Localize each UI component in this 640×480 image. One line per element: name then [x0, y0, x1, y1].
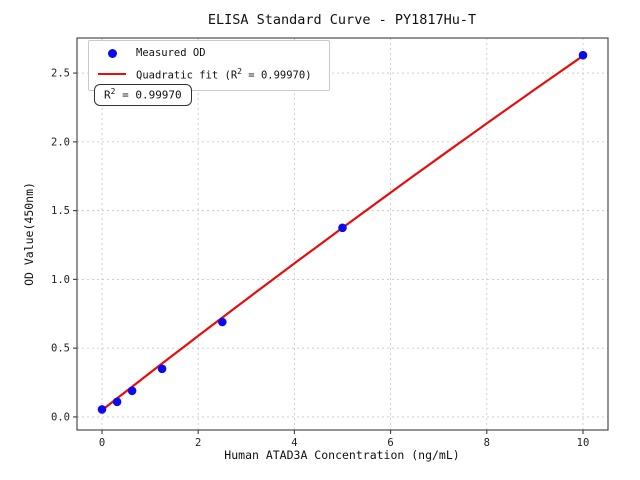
- data-point: [127, 386, 137, 396]
- x-axis-ticks: 0 2 4 6 8 10: [99, 430, 589, 449]
- data-point: [112, 397, 122, 407]
- legend-line-marker-icon: [97, 72, 127, 75]
- y-tick-label: 0.0: [51, 411, 70, 423]
- data-point: [338, 223, 347, 233]
- y-tick-label: 2.5: [51, 68, 70, 80]
- r-squared-annotation: R2 = 0.99970: [94, 84, 192, 106]
- legend-item-measured-od: Measured OD: [97, 46, 321, 61]
- data-point: [97, 405, 107, 414]
- chart-title: ELISA Standard Curve - PY1817Hu-T: [208, 12, 476, 28]
- x-tick-label: 10: [577, 437, 590, 449]
- legend-fit-label: Quadratic fit (R2 = 0.99970): [136, 67, 312, 82]
- plot-border: [76, 37, 609, 431]
- measured-data-points: [97, 50, 588, 414]
- legend-dot-marker-icon: [97, 49, 127, 58]
- x-tick-label: 8: [484, 437, 490, 449]
- x-tick-label: 4: [291, 437, 297, 449]
- x-tick-label: 6: [387, 437, 393, 449]
- x-tick-label: 2: [195, 437, 201, 449]
- quadratic-fit-line: [101, 54, 584, 411]
- legend: Measured OD Quadratic fit (R2 = 0.99970): [88, 40, 330, 91]
- x-tick-label: 0: [99, 437, 105, 449]
- legend-item-quadratic-fit: Quadratic fit (R2 = 0.99970): [97, 64, 321, 84]
- data-point: [578, 50, 588, 60]
- data-point: [157, 364, 167, 374]
- legend-measured-label: Measured OD: [136, 47, 206, 59]
- y-axis-ticks: 0.0 0.5 1.0 1.5 2.0 2.5: [51, 68, 77, 423]
- y-tick-label: 1.0: [51, 274, 70, 286]
- y-tick-label: 0.5: [51, 343, 70, 355]
- data-point: [218, 317, 227, 327]
- x-axis-label: Human ATAD3A Concentration (ng/mL): [224, 448, 459, 462]
- y-tick-label: 2.0: [51, 136, 70, 148]
- y-axis-label: OD Value(450nm): [22, 182, 36, 286]
- y-tick-label: 1.5: [51, 205, 70, 217]
